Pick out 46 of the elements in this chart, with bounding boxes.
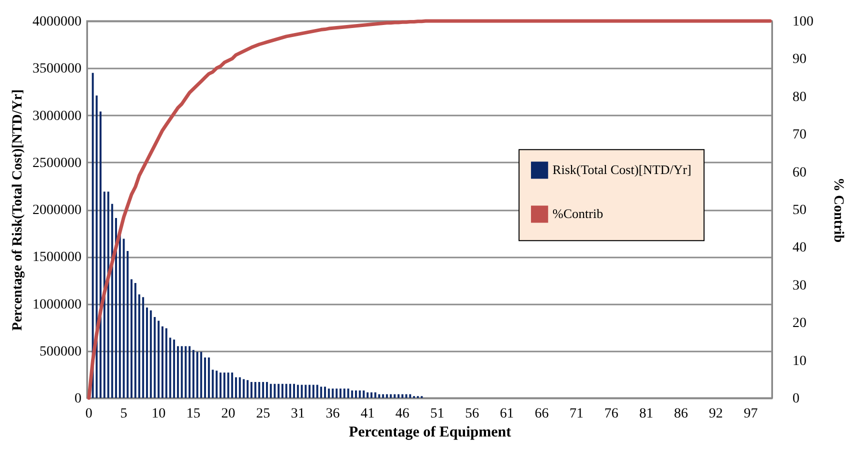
x-tick-label: 31	[290, 406, 305, 422]
y2-tick-label: 40	[792, 240, 806, 256]
y-tick-label: 0	[74, 392, 82, 406]
x-tick-label: 15	[186, 406, 200, 422]
y2-tick-label: 50	[792, 203, 806, 218]
x-tick-label: 56	[465, 406, 480, 422]
x-tick-label: 92	[708, 406, 723, 422]
legend-label: Risk(Total Cost)[NTD/Yr]	[552, 162, 692, 178]
y-tick-label: 4000000	[32, 14, 82, 30]
y-tick-label: 2000000	[32, 203, 82, 218]
y2-tick-label: 60	[792, 165, 806, 180]
y2-tick-label: 0	[792, 392, 800, 406]
x-tick-label: 36	[326, 406, 340, 422]
x-tick-label: 51	[430, 406, 444, 422]
y2-tick-label: 10	[792, 354, 806, 369]
y2-tick-label: 80	[792, 90, 806, 105]
x-tick-label: 0	[85, 406, 92, 422]
x-tick-label: 20	[221, 406, 236, 422]
x-tick-label: 86	[674, 406, 688, 422]
y-tick-label: 3000000	[32, 108, 82, 124]
x-tick-label: 61	[500, 406, 514, 422]
y2-tick-label: 70	[792, 128, 806, 143]
y2-axis-title: % Contrib	[830, 178, 846, 243]
x-tick-label: 41	[360, 406, 375, 422]
y2-tick-label: 90	[792, 52, 806, 68]
x-tick-label: 71	[570, 406, 584, 422]
x-tick-label: 5	[120, 406, 128, 422]
y-tick-label: 3500000	[32, 62, 82, 77]
line-series	[87, 19, 772, 400]
y-tick-label: 1000000	[32, 297, 82, 312]
x-tick-label: 10	[152, 406, 166, 422]
y-tick-label: 1500000	[32, 250, 82, 266]
y-tick-label: 500000	[40, 344, 82, 360]
y-axis-title: Percentage of Risk(Total Cost)[NTD/Yr]	[10, 89, 26, 331]
x-tick-label: 81	[639, 406, 654, 422]
y-tick-label: 2500000	[32, 156, 82, 171]
x-tick-label: 97	[744, 406, 758, 422]
x-axis-title: Percentage of Equipment	[348, 424, 512, 440]
x-tick-label: 46	[395, 406, 410, 422]
legend-label: %Contrib	[552, 206, 604, 222]
y2-tick-label: 30	[792, 278, 806, 294]
x-tick-label: 76	[604, 406, 618, 422]
y2-tick-label: 100	[792, 14, 814, 30]
x-tick-label: 25	[256, 406, 270, 422]
x-tick-label: 66	[534, 406, 549, 422]
y2-tick-label: 20	[792, 316, 806, 332]
